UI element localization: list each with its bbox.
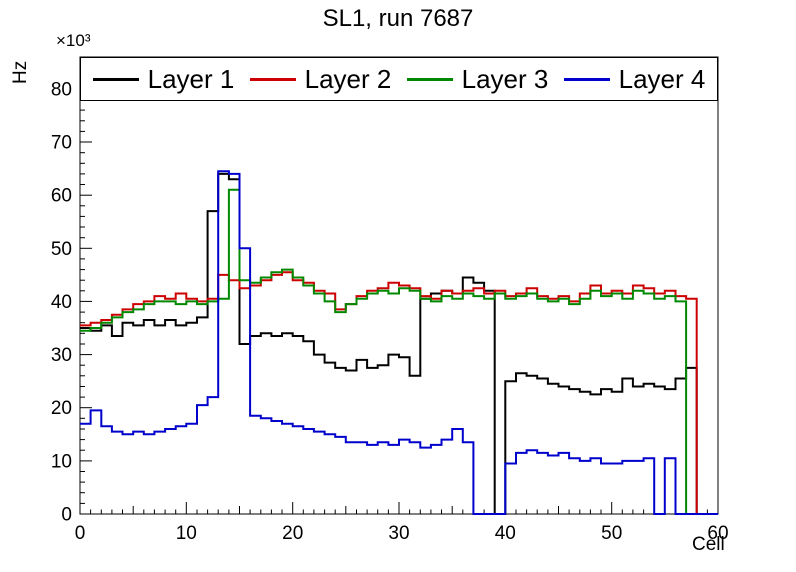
y-tick-label: 50 [51, 239, 72, 260]
legend-entry-layer-4: Layer 4 [563, 64, 706, 94]
x-tick-label: 0 [75, 523, 86, 544]
x-tick-label: 40 [495, 523, 516, 544]
x-tick-label: 50 [601, 523, 622, 544]
y-tick-label: 60 [51, 186, 72, 207]
x-axis-title: Cell [692, 534, 725, 555]
legend-entry-layer-1: Layer 1 [92, 64, 235, 94]
y-tick-label: 30 [51, 345, 72, 366]
y-tick-label: 10 [51, 451, 72, 472]
series-layer-4 [80, 170, 718, 515]
y-tick-label: 80 [51, 79, 72, 100]
x-tick-label: 30 [388, 523, 409, 544]
legend-line-sample-layer-4 [563, 77, 610, 81]
y-axis-exponent: ×10³ [56, 31, 91, 50]
y-tick-label: 0 [61, 505, 72, 526]
y-tick-label: 70 [51, 133, 72, 154]
legend-label-layer-4: Layer 4 [618, 64, 706, 94]
legend-entry-layer-3: Layer 3 [406, 64, 549, 94]
x-tick-label: 20 [282, 523, 303, 544]
legend-label-layer-3: Layer 3 [461, 64, 549, 94]
legend-entry-layer-2: Layer 2 [249, 64, 392, 94]
legend-line-sample-layer-2 [249, 77, 296, 81]
x-tick-label: 60 [707, 523, 728, 544]
legend-label-layer-2: Layer 2 [304, 64, 392, 94]
y-tick-label: 40 [51, 292, 72, 313]
legend: Layer 1 Layer 2 Layer 3 Layer 4 [80, 57, 718, 101]
legend-label-layer-1: Layer 1 [147, 64, 235, 94]
series-layer-1 [80, 172, 718, 515]
series-layer-3 [80, 188, 718, 515]
series-layer-2 [80, 271, 718, 515]
legend-line-sample-layer-3 [406, 77, 453, 81]
plot-title: SL1, run 7687 [322, 5, 474, 32]
y-tick-label: 20 [51, 398, 72, 419]
x-tick-label: 10 [176, 523, 197, 544]
legend-line-sample-layer-1 [92, 77, 139, 81]
